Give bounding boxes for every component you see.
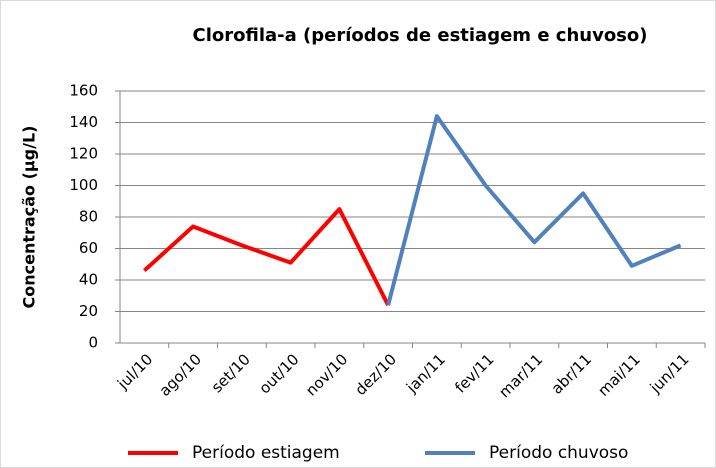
chart-title: Clorofila-a (períodos de estiagem e chuv… <box>193 25 648 46</box>
series-line <box>143 207 390 307</box>
series-line <box>386 114 682 306</box>
y-tick-label: 100 <box>69 176 98 194</box>
y-tick-label: 0 <box>88 334 98 352</box>
y-tick-label: 140 <box>69 113 98 131</box>
y-axis-label: Concentração (µg/L) <box>20 126 39 309</box>
y-tick-label: 20 <box>79 302 98 320</box>
y-tick-label: 60 <box>79 239 98 257</box>
y-tick-label: 40 <box>79 271 98 289</box>
y-tick-label: 80 <box>79 208 98 226</box>
y-tick-label: 160 <box>69 82 98 100</box>
legend-label: Período chuvoso <box>489 443 628 463</box>
legend-label: Período estiagem <box>192 443 340 463</box>
y-tick-label: 120 <box>69 145 98 163</box>
